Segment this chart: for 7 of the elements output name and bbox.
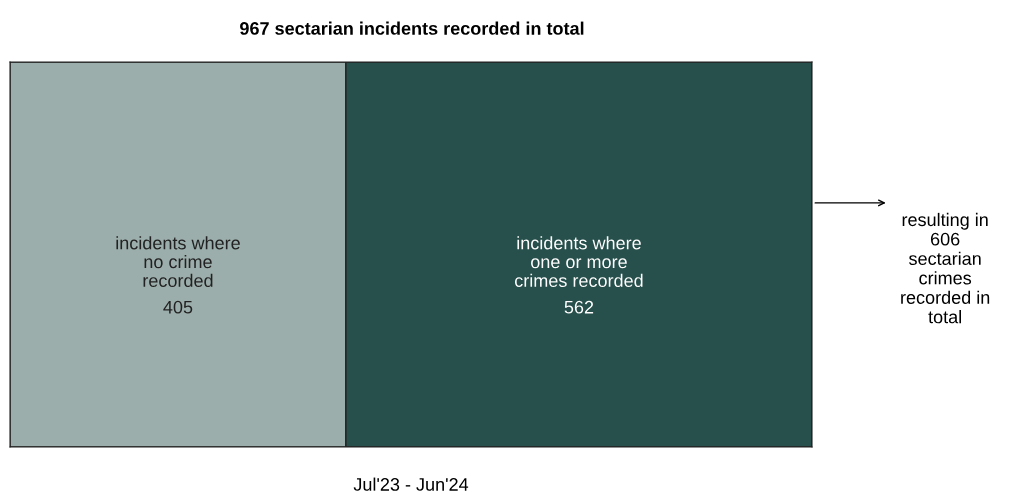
series-label: incidents where one or more crimes recorded — [515, 236, 643, 288]
series-label: incidents where no crime recorded — [116, 236, 240, 288]
chart-title: 967 sectarian incidents recorded in total — [240, 21, 584, 35]
text: resulting in 606 sectarian crimes recorded in total — [901, 212, 990, 324]
data-label: 562 — [564, 300, 594, 314]
x-axis-title: Jul'23 - Jun'24 — [353, 477, 469, 491]
data-label: 405 — [163, 300, 193, 314]
